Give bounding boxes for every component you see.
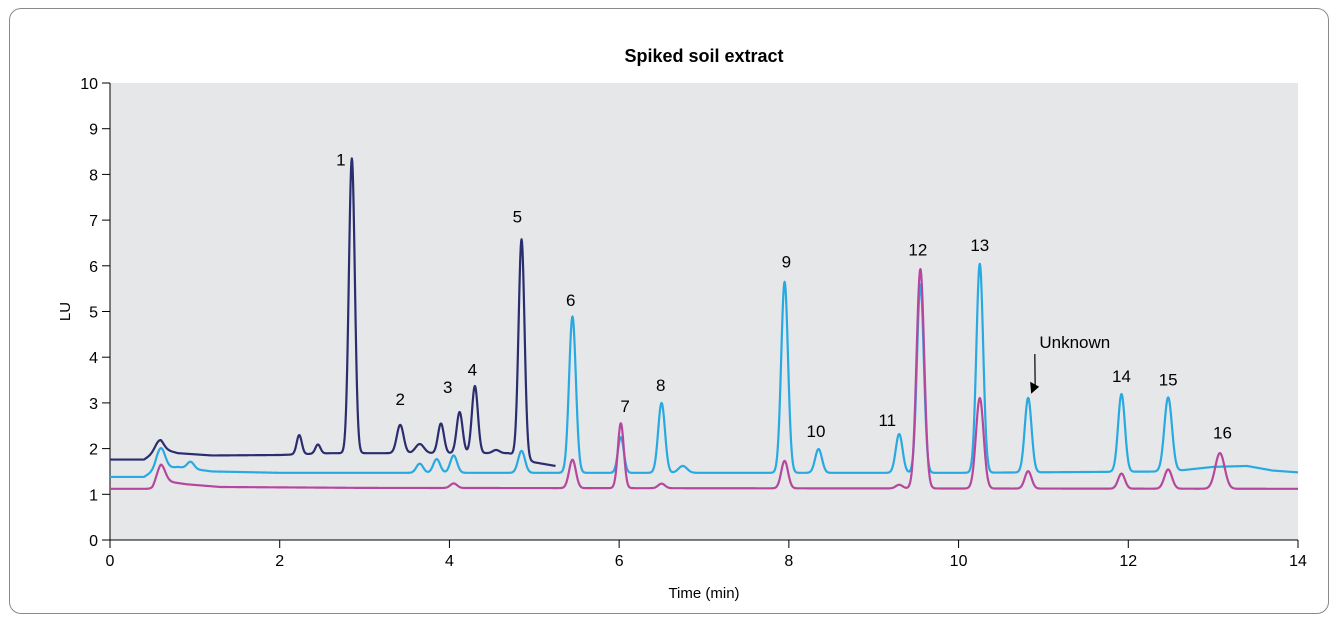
series-line-3 bbox=[109, 267, 1299, 490]
peak-label: Unknown bbox=[1039, 333, 1110, 352]
y-tick-label: 0 bbox=[89, 533, 98, 550]
x-tick-label: 10 bbox=[950, 553, 968, 570]
peak-label: 5 bbox=[513, 207, 522, 226]
x-tick-label: 2 bbox=[275, 553, 284, 570]
y-tick-label: 2 bbox=[89, 442, 98, 459]
y-tick-label: 8 bbox=[89, 167, 98, 184]
peak-label: 9 bbox=[782, 253, 791, 272]
peak-label: 6 bbox=[566, 291, 575, 310]
x-axis-label: Time (min) bbox=[668, 585, 739, 602]
peak-label: 13 bbox=[970, 236, 989, 255]
x-tick-label: 14 bbox=[1289, 553, 1307, 570]
series-line-1 bbox=[109, 157, 557, 468]
peak-label: 2 bbox=[395, 390, 404, 409]
plot-area bbox=[110, 83, 1298, 540]
peak-label: 7 bbox=[620, 397, 629, 416]
peak-label: 15 bbox=[1159, 371, 1178, 390]
x-tick-label: 8 bbox=[784, 553, 793, 570]
y-tick-label: 5 bbox=[89, 305, 98, 322]
y-tick-label: 4 bbox=[89, 350, 98, 367]
series-line-2 bbox=[109, 262, 1299, 479]
x-tick-label: 6 bbox=[615, 553, 624, 570]
x-tick-label: 4 bbox=[445, 553, 454, 570]
y-tick-label: 7 bbox=[89, 213, 98, 230]
peak-label: 12 bbox=[908, 240, 927, 259]
peak-label: 11 bbox=[878, 411, 896, 430]
x-tick-label: 12 bbox=[1119, 553, 1137, 570]
peak-label: 16 bbox=[1213, 424, 1232, 443]
y-tick-label: 3 bbox=[89, 396, 98, 413]
peak-label: 3 bbox=[443, 378, 452, 397]
unknown-arrow-head bbox=[1030, 381, 1040, 394]
y-tick-label: 10 bbox=[80, 76, 98, 93]
peak-label: 8 bbox=[656, 376, 665, 395]
peak-label: 10 bbox=[807, 422, 826, 441]
x-tick-label: 0 bbox=[106, 553, 115, 570]
y-axis-label: LU bbox=[57, 302, 74, 321]
peak-label: 14 bbox=[1112, 367, 1131, 386]
peak-label: 1 bbox=[336, 150, 345, 169]
series-layer bbox=[109, 157, 1299, 490]
y-tick-label: 9 bbox=[89, 122, 98, 139]
peak-label: 4 bbox=[468, 360, 477, 379]
y-tick-label: 1 bbox=[89, 487, 98, 504]
y-tick-label: 6 bbox=[89, 259, 98, 276]
chart-title: Spiked soil extract bbox=[624, 46, 783, 66]
